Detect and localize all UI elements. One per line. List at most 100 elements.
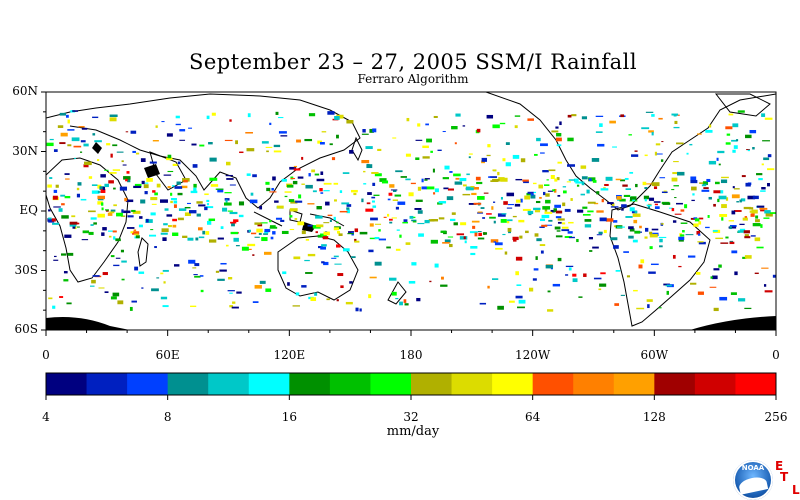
rain-patch xyxy=(304,259,310,262)
rain-patch xyxy=(314,173,320,176)
rain-patch xyxy=(101,232,105,236)
rain-patch xyxy=(581,176,588,180)
rain-patch xyxy=(572,273,577,277)
rain-patch xyxy=(555,216,562,219)
rain-patch xyxy=(418,233,424,237)
rain-patch xyxy=(610,206,619,208)
rain-patch xyxy=(505,142,510,145)
rain-patch xyxy=(506,220,510,224)
rain-patch xyxy=(61,203,65,206)
rain-patch xyxy=(199,275,204,277)
rain-patch xyxy=(571,114,577,117)
rain-patch xyxy=(559,121,562,126)
rain-patch xyxy=(206,199,210,203)
rain-patch xyxy=(387,198,391,201)
noaa-logo-label: NOAA xyxy=(741,464,765,472)
rain-patch xyxy=(53,206,61,208)
rain-patch xyxy=(235,140,238,145)
lat-label: 30N xyxy=(12,143,38,158)
rain-patch xyxy=(172,224,177,228)
rain-patch xyxy=(94,140,102,143)
rain-patch xyxy=(556,144,562,147)
rain-patch xyxy=(278,116,284,119)
rain-patch xyxy=(390,189,398,191)
rain-patch xyxy=(82,230,90,234)
rain-patch xyxy=(152,139,159,142)
rain-patch xyxy=(219,269,227,272)
rain-patch xyxy=(429,280,432,283)
rain-patch xyxy=(575,181,584,184)
rain-patch xyxy=(154,246,157,249)
rain-patch xyxy=(451,212,456,215)
rain-patch xyxy=(421,178,424,183)
rain-patch xyxy=(444,239,451,243)
rain-patch xyxy=(535,200,541,204)
rain-patch xyxy=(341,202,350,205)
rain-patch xyxy=(315,231,318,234)
rain-patch xyxy=(556,230,561,232)
rain-patch xyxy=(567,164,576,167)
rain-patch xyxy=(102,272,108,276)
rain-patch xyxy=(708,160,717,165)
lon-label: 0 xyxy=(42,348,50,362)
rain-patch xyxy=(410,182,416,185)
rain-patch xyxy=(762,140,770,142)
rain-patch xyxy=(528,213,532,216)
rain-patch xyxy=(150,229,154,231)
rain-patch xyxy=(269,225,276,229)
rain-patch xyxy=(381,180,389,184)
rain-patch xyxy=(134,233,139,236)
rain-patch xyxy=(697,133,702,135)
rain-patch xyxy=(487,285,490,289)
rain-patch xyxy=(668,207,673,209)
rain-patch xyxy=(671,113,679,116)
rain-patch xyxy=(107,212,113,216)
rain-patch xyxy=(247,243,256,247)
rain-patch xyxy=(441,276,444,280)
rain-patch xyxy=(121,160,124,163)
rain-patch xyxy=(197,227,203,231)
rain-patch xyxy=(454,181,463,185)
rain-patch xyxy=(712,230,718,232)
rain-patch xyxy=(154,192,158,196)
rain-patch xyxy=(52,305,56,309)
rain-patch xyxy=(620,114,625,118)
colorbar-swatch xyxy=(370,373,412,395)
rain-patch xyxy=(713,203,716,207)
rain-patch xyxy=(140,158,146,162)
rain-patch xyxy=(362,129,366,133)
rain-patch xyxy=(71,215,76,218)
rain-patch xyxy=(120,249,124,253)
rain-patch xyxy=(676,202,683,205)
rain-patch xyxy=(125,178,128,182)
rain-patch xyxy=(252,174,257,178)
rain-patch xyxy=(730,292,737,295)
rain-patch xyxy=(53,189,58,193)
colorbar-swatch xyxy=(248,373,290,395)
rain-patch xyxy=(373,194,380,196)
rain-patch xyxy=(46,142,54,147)
rain-patch xyxy=(775,235,776,238)
rain-patch xyxy=(728,226,737,229)
rain-patch xyxy=(561,229,570,232)
rain-patch xyxy=(121,260,127,263)
rain-patch xyxy=(321,131,327,133)
rain-patch xyxy=(289,228,295,231)
rain-patch xyxy=(659,245,663,248)
rain-patch xyxy=(160,272,164,275)
logo-letter-t: T xyxy=(780,470,789,484)
rain-patch xyxy=(189,210,197,214)
rain-patch xyxy=(65,178,70,180)
rain-patch xyxy=(533,191,537,194)
rain-patch xyxy=(561,222,566,225)
rain-patch xyxy=(284,191,292,193)
rain-patch xyxy=(479,302,487,305)
rain-patch xyxy=(704,183,708,185)
rain-patch xyxy=(51,218,56,222)
rain-patch xyxy=(220,226,224,230)
rain-patch xyxy=(371,200,375,203)
rain-patch xyxy=(161,228,169,233)
rain-patch xyxy=(763,157,770,161)
rain-patch xyxy=(370,217,378,221)
rain-patch xyxy=(282,271,287,275)
